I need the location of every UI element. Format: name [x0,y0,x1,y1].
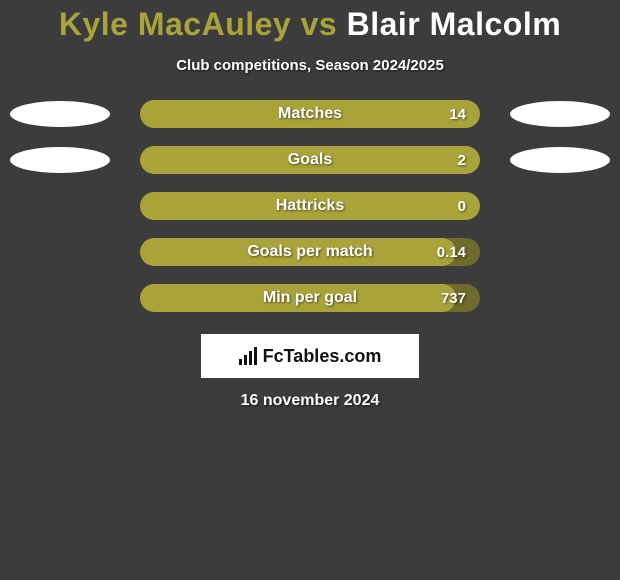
stat-label: Min per goal [140,284,480,312]
stat-row: Goals per match0.14 [0,238,620,266]
stat-bar: Hattricks0 [140,192,480,220]
brand-badge: FcTables.com [201,334,419,378]
player1-indicator [10,101,110,127]
date-label: 16 november 2024 [0,392,620,410]
stats-list: Matches14 Goals2 Hattricks0 Goals per match… [0,100,620,312]
stat-row: Goals2 [0,146,620,174]
brand-text: FcTables.com [263,346,382,367]
page-title: Kyle MacAuley vs Blair Malcolm [0,6,620,43]
stat-label: Hattricks [140,192,480,220]
bar-chart-icon [239,347,257,365]
player2-indicator [510,101,610,127]
subtitle: Club competitions, Season 2024/2025 [0,57,620,74]
comparison-card: Kyle MacAuley vs Blair Malcolm Club comp… [0,0,620,410]
stat-bar: Goals2 [140,146,480,174]
stat-value: 0.14 [437,238,466,266]
player2-name: Blair Malcolm [347,6,562,42]
player1-indicator [10,147,110,173]
player1-name: Kyle MacAuley [59,6,291,42]
stat-row: Min per goal737 [0,284,620,312]
stat-row: Matches14 [0,100,620,128]
stat-bar: Min per goal737 [140,284,480,312]
stat-value: 737 [441,284,466,312]
stat-value: 0 [458,192,466,220]
stat-row: Hattricks0 [0,192,620,220]
stat-value: 2 [458,146,466,174]
stat-value: 14 [449,100,466,128]
stat-label: Goals per match [140,238,480,266]
vs-label: vs [291,6,346,42]
player2-indicator [510,147,610,173]
stat-label: Matches [140,100,480,128]
stat-bar: Matches14 [140,100,480,128]
stat-label: Goals [140,146,480,174]
stat-bar: Goals per match0.14 [140,238,480,266]
